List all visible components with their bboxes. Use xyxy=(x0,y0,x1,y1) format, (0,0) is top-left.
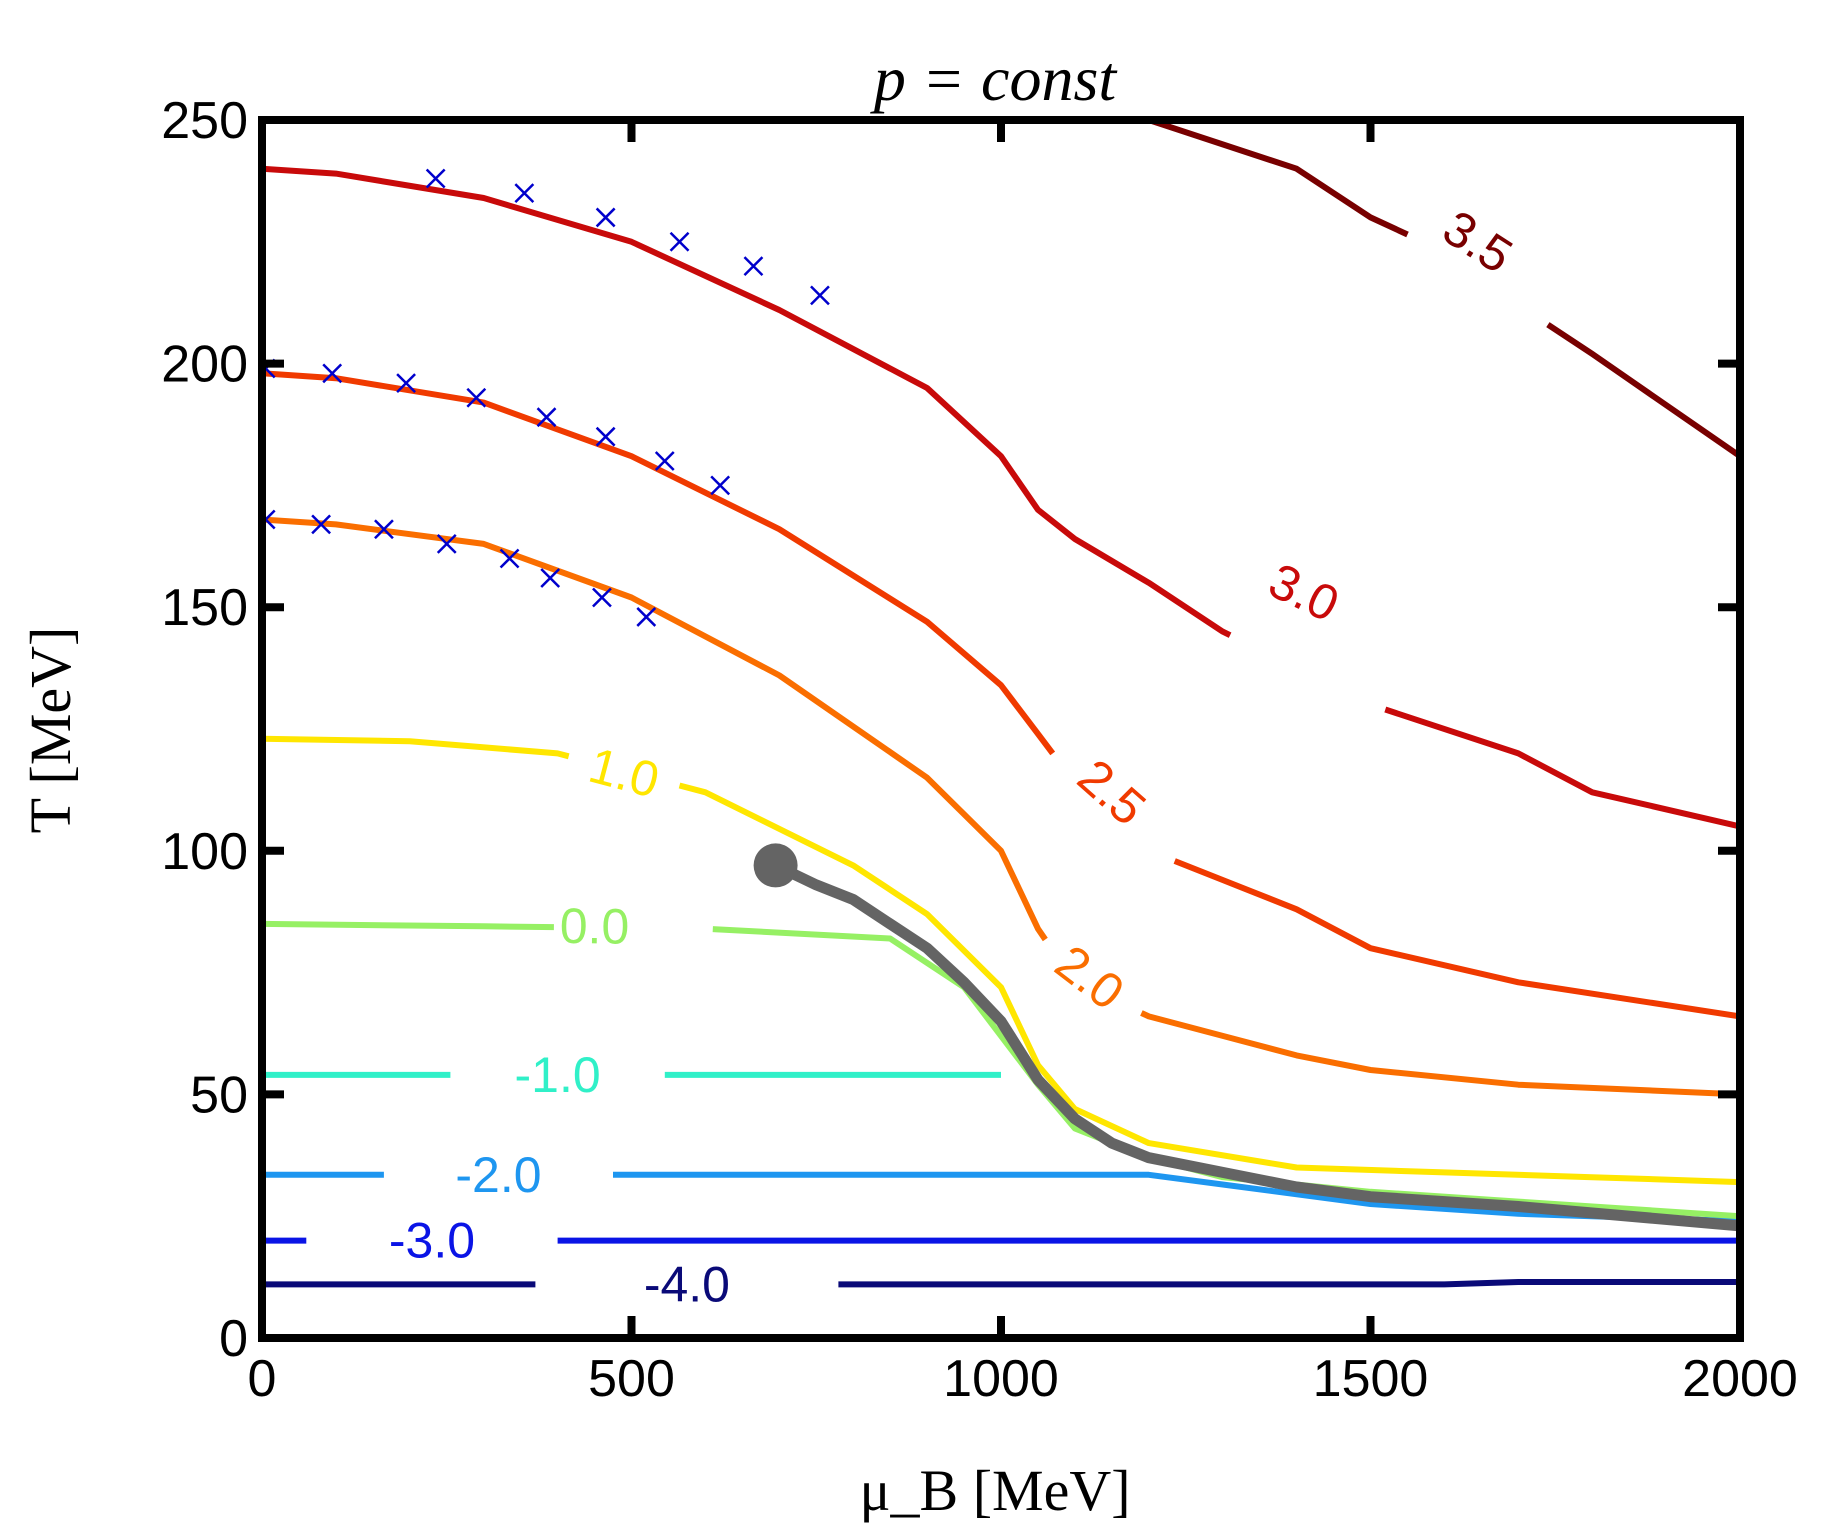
data-point-marker xyxy=(396,373,416,393)
contour-line--2.0 xyxy=(613,1171,1740,1225)
contour-label--2.0: -2.0 xyxy=(455,1147,541,1203)
data-point-marker xyxy=(536,407,557,428)
contour-line-1.0 xyxy=(262,735,570,760)
data-point-marker xyxy=(595,426,616,447)
y-axis-label: T [MeV] xyxy=(18,627,83,834)
contour-line-2.0 xyxy=(1140,1010,1740,1098)
plot-area: -4.0-3.0-2.0-1.00.01.02.02.53.03.5 xyxy=(262,120,1740,1312)
contour-label--3.0: -3.0 xyxy=(389,1213,475,1269)
contour-line-3.5 xyxy=(1147,120,1409,238)
contour-line-3.0 xyxy=(262,165,1232,638)
critical-point-marker xyxy=(753,843,798,888)
y-tick-label: 200 xyxy=(161,336,248,394)
y-tick-label: 0 xyxy=(219,1310,248,1368)
x-axis-label: μ_B [MeV] xyxy=(859,1458,1130,1523)
data-point-marker xyxy=(540,568,561,588)
y-tick-label: 250 xyxy=(161,92,248,150)
phase-boundary-line xyxy=(770,859,1740,1232)
data-point-marker xyxy=(311,514,332,535)
y-tick-label: 100 xyxy=(161,823,248,881)
data-point-marker xyxy=(436,533,457,554)
contour-label--1.0: -1.0 xyxy=(515,1047,601,1103)
contour-line-0.0 xyxy=(262,920,554,931)
data-point-marker xyxy=(499,548,520,569)
y-tick-label: 50 xyxy=(190,1066,248,1124)
x-tick-label: 500 xyxy=(588,1350,675,1408)
data-point-marker xyxy=(425,168,446,189)
x-tick-label: 2000 xyxy=(1682,1350,1798,1408)
data-point-marker xyxy=(743,256,764,277)
contour-line--4.0 xyxy=(838,1279,1740,1288)
data-point-marker xyxy=(592,587,612,608)
axis-ticks: 0 500 1000 1500 2000 0 50 100 150 200 250 xyxy=(161,92,1798,1408)
data-point-marker xyxy=(514,183,535,203)
contour-label-0.0: 0.0 xyxy=(559,898,629,955)
chart-title: p = const xyxy=(870,43,1119,114)
data-point-marker xyxy=(595,207,616,228)
data-point-marker xyxy=(710,475,731,496)
x-tick-label: 1000 xyxy=(943,1350,1059,1408)
data-point-marker xyxy=(466,387,487,408)
data-point-marker xyxy=(322,363,343,384)
data-point-marker xyxy=(374,519,394,540)
contour-line-1.0 xyxy=(678,782,1740,1186)
contour-line-2.5 xyxy=(262,370,1056,756)
contour-label--4.0: -4.0 xyxy=(644,1256,730,1312)
data-point-marker xyxy=(669,231,690,252)
contour-line-2.5 xyxy=(1173,858,1740,1020)
data-point-marker xyxy=(654,451,675,471)
x-tick-label: 0 xyxy=(248,1350,277,1408)
x-tick-label: 1500 xyxy=(1313,1350,1429,1408)
data-point-marker xyxy=(636,607,657,627)
data-point-marker xyxy=(810,285,830,306)
contour-line-3.0 xyxy=(1384,706,1740,830)
contour-line-3.5 xyxy=(1546,322,1740,459)
y-tick-label: 150 xyxy=(161,579,248,637)
